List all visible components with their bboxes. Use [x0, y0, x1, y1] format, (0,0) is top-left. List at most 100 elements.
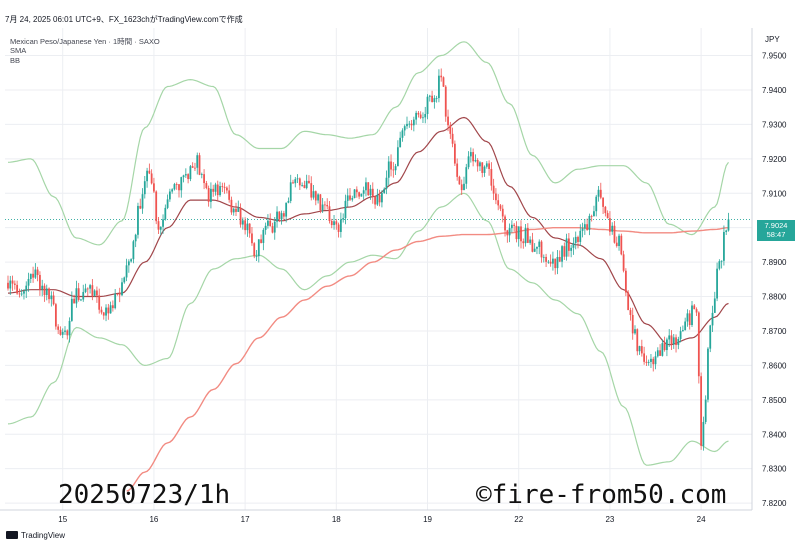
- sma-indicator-label[interactable]: SMA: [10, 46, 27, 55]
- candle-body: [86, 288, 89, 290]
- candle-body: [567, 238, 570, 251]
- candle-body: [11, 280, 14, 284]
- y-tick-label: 7.8200: [762, 499, 787, 508]
- candle-body: [232, 208, 235, 213]
- candle-body: [387, 161, 390, 178]
- candle-body: [239, 207, 242, 225]
- candle-body: [230, 199, 233, 213]
- candle-body: [504, 216, 506, 231]
- candle-body: [488, 163, 490, 169]
- candle-body: [643, 353, 646, 362]
- x-tick-label: 15: [58, 515, 67, 524]
- candle-body: [36, 269, 39, 275]
- candle-body: [200, 174, 203, 175]
- candle-body: [196, 155, 199, 168]
- candle-body: [335, 221, 338, 225]
- candle-body: [385, 177, 388, 189]
- candle-body: [381, 193, 383, 203]
- copyright-watermark: ©fire-from50.com: [476, 480, 727, 510]
- candle-body: [287, 200, 290, 203]
- bb-indicator-label[interactable]: BB: [10, 56, 21, 65]
- candle-body: [691, 305, 693, 326]
- candle-body: [447, 116, 449, 126]
- candle-body: [141, 194, 144, 209]
- candle-body: [111, 305, 114, 309]
- y-tick-label: 7.8500: [762, 396, 787, 405]
- candle-body: [524, 227, 527, 244]
- candle-body: [324, 204, 326, 206]
- candle-body: [479, 162, 481, 167]
- candle-body: [118, 294, 121, 296]
- candle-body: [80, 299, 82, 301]
- candle-body: [713, 298, 716, 313]
- candle-body: [677, 338, 680, 346]
- candle-body: [595, 196, 598, 212]
- candle-body: [61, 331, 64, 335]
- y-tick-label: 7.9400: [762, 86, 787, 95]
- candle-body: [636, 329, 639, 352]
- candle-body: [98, 295, 101, 310]
- candle-body: [328, 206, 331, 221]
- candle-body: [342, 218, 345, 220]
- candle-body: [41, 285, 44, 290]
- candle-body: [661, 343, 664, 356]
- candle-body: [59, 329, 62, 335]
- candle-body: [497, 200, 500, 206]
- y-tick-label: 7.9100: [762, 189, 787, 198]
- candle-body: [654, 356, 657, 365]
- candle-body: [668, 335, 671, 340]
- candle-body: [529, 239, 532, 243]
- candle-body: [285, 202, 288, 217]
- candle-body: [155, 191, 158, 222]
- candle-body: [91, 285, 94, 296]
- candle-body: [203, 174, 205, 184]
- candle-body: [255, 256, 258, 258]
- candle-body: [561, 246, 563, 262]
- candle-body: [109, 305, 112, 314]
- candle-body: [153, 183, 155, 192]
- candle-body: [73, 298, 76, 304]
- candle-body: [684, 321, 687, 331]
- candle-body: [276, 211, 278, 222]
- candle-body: [207, 188, 210, 202]
- candle-body: [650, 358, 652, 362]
- candle-body: [378, 194, 381, 203]
- candle-body: [75, 288, 78, 304]
- candle-body: [146, 170, 148, 182]
- tradingview-footer[interactable]: TradingView: [6, 531, 65, 540]
- candle-body: [330, 220, 333, 226]
- candle-body: [613, 225, 616, 243]
- candle-body: [583, 224, 586, 229]
- bar-countdown: 58:47: [766, 230, 786, 239]
- candle-body: [547, 261, 550, 263]
- candle-body: [670, 335, 673, 345]
- candle-body: [513, 224, 516, 226]
- candle-body: [262, 229, 265, 243]
- candle-body: [132, 241, 135, 260]
- candle-body: [237, 207, 240, 212]
- candle-body: [590, 215, 593, 217]
- x-tick-label: 22: [514, 515, 523, 524]
- candle-body: [572, 242, 575, 248]
- candle-body: [474, 159, 477, 162]
- candle-body: [48, 288, 50, 300]
- candle-body: [720, 260, 723, 262]
- candle-body: [212, 188, 215, 192]
- candle-body: [107, 307, 110, 314]
- candle-body: [440, 75, 443, 78]
- candle-body: [162, 219, 164, 227]
- candle-body: [365, 182, 367, 191]
- candle-body: [346, 195, 349, 201]
- candle-body: [367, 182, 370, 196]
- candle-body: [515, 225, 518, 240]
- candle-body: [476, 159, 479, 167]
- candle-body: [638, 346, 641, 352]
- candle-body: [410, 123, 413, 126]
- candle-body: [298, 178, 301, 186]
- price-axis: 7.95007.94007.93007.92007.91007.90007.89…: [0, 28, 787, 511]
- candle-body: [198, 155, 201, 175]
- candle-body: [294, 179, 297, 184]
- symbol-label[interactable]: Mexican Peso/Japanese Yen · 1時間 · SAXO: [10, 37, 160, 46]
- sma-path: [126, 227, 729, 492]
